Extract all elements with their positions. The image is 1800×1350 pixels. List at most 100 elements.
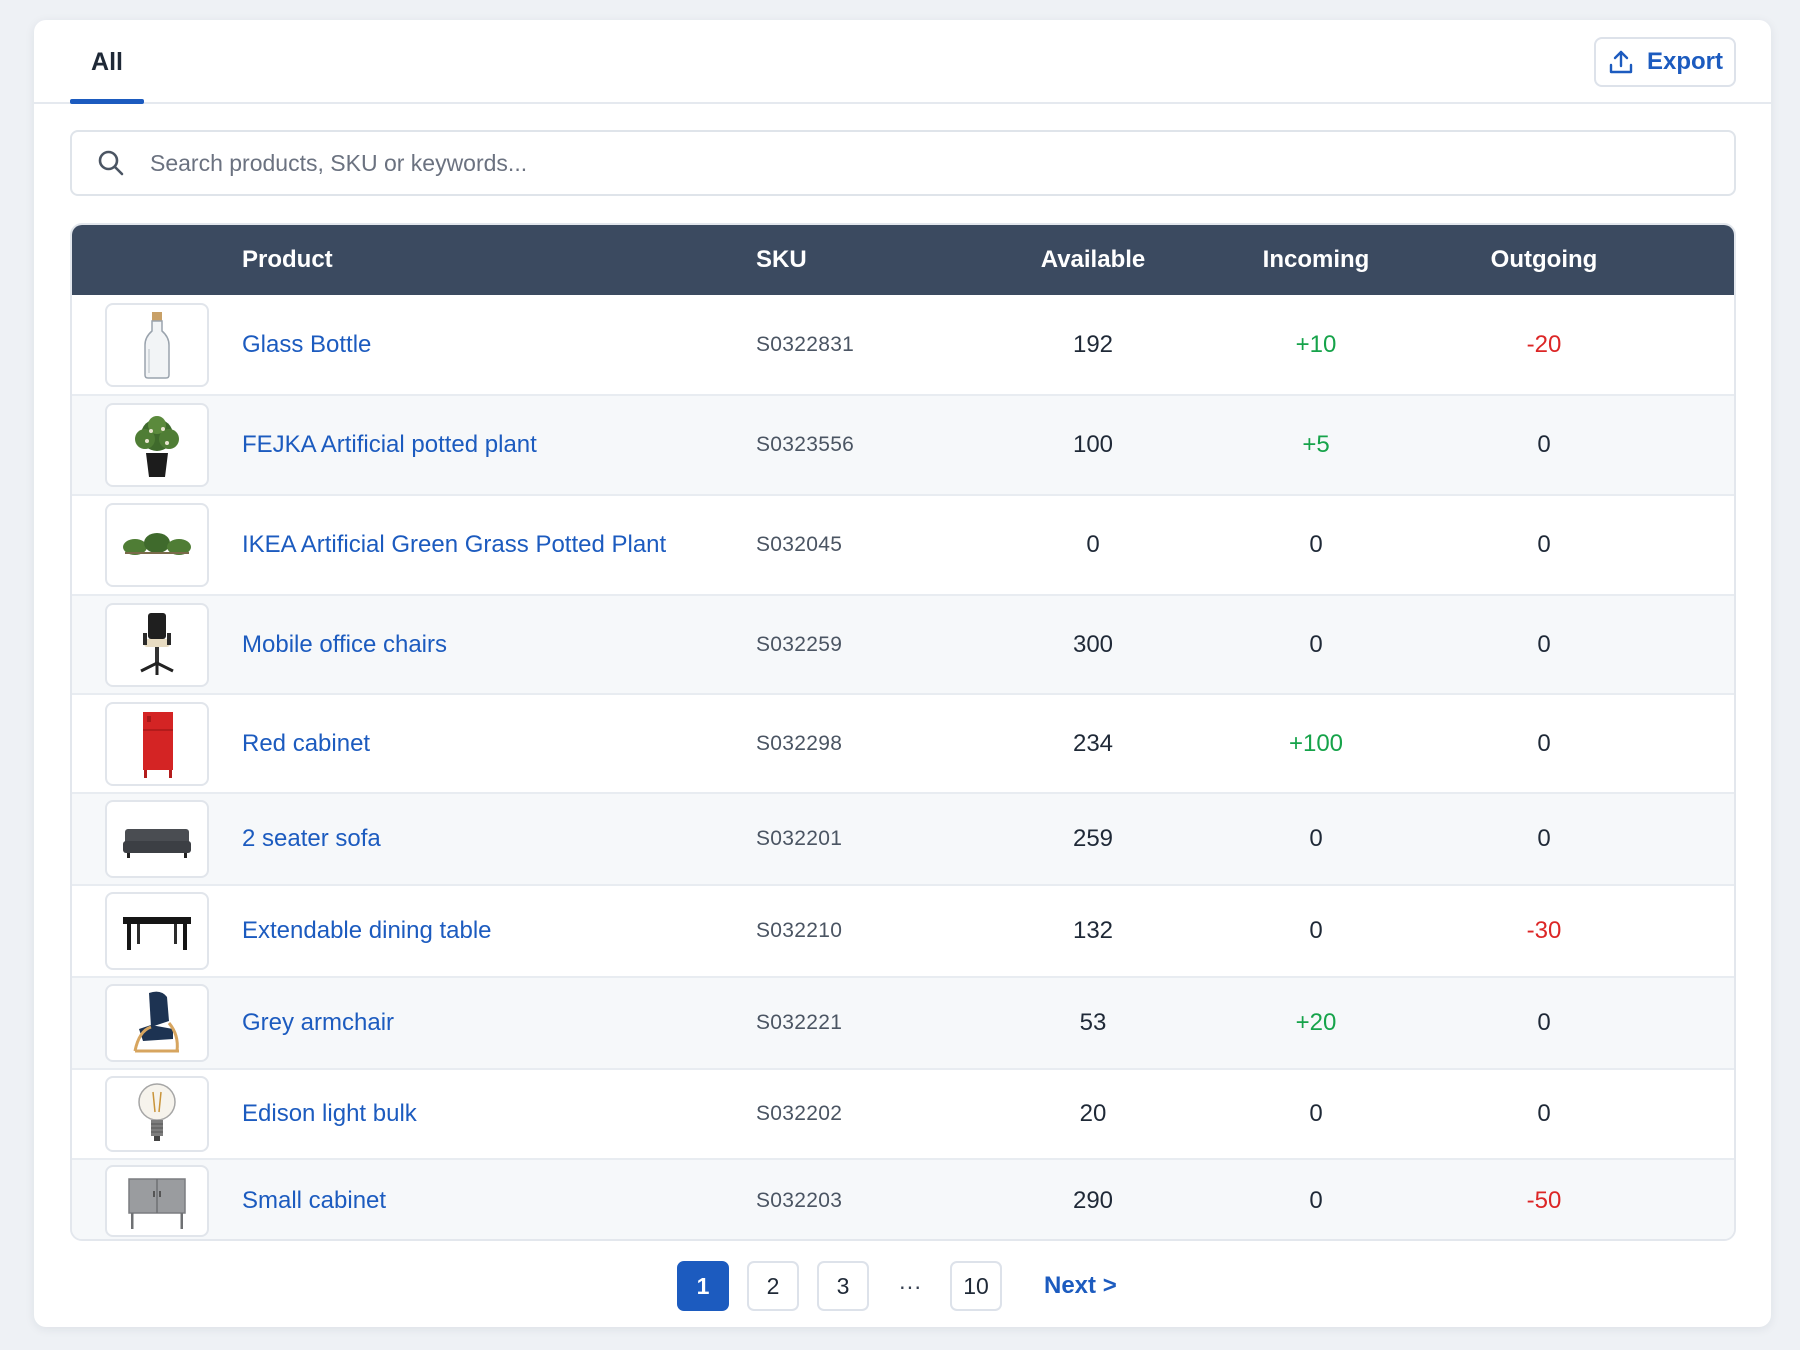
header-available[interactable]: Available	[1040, 246, 1146, 273]
product-thumbnail[interactable]	[105, 503, 209, 587]
product-name-link[interactable]: 2 seater sofa	[242, 825, 381, 852]
product-thumbnail[interactable]	[105, 1165, 209, 1237]
tab-all[interactable]: All	[91, 47, 123, 76]
table-row[interactable]: Extendable dining table S032210 132 0 -3…	[72, 884, 1734, 976]
table-row[interactable]: Small cabinet S032203 290 0 -50	[72, 1158, 1734, 1239]
page-button-1[interactable]: 1	[677, 1261, 729, 1311]
next-page-link[interactable]: Next >	[1044, 1272, 1117, 1299]
export-label: Export	[1646, 48, 1723, 75]
sku-value: S032203	[756, 1189, 843, 1212]
available-value: 300	[1072, 630, 1114, 658]
product-name-link[interactable]: Grey armchair	[242, 1009, 395, 1036]
incoming-value: +5	[1302, 431, 1330, 458]
product-thumbnail[interactable]	[105, 602, 209, 687]
sku-value: S0323556	[756, 433, 855, 456]
table-row[interactable]: Mobile office chairs S032259 300 0 0	[72, 594, 1734, 693]
page-button-10[interactable]: 10	[950, 1261, 1002, 1311]
sofa-icon	[123, 829, 191, 858]
pagination: 1 2 3 ··· 10 Next >	[34, 1258, 1771, 1314]
available-value: 20	[1079, 1100, 1107, 1127]
grass-plant-icon	[123, 533, 191, 555]
product-thumbnail[interactable]	[105, 800, 209, 878]
product-name-link[interactable]: Extendable dining table	[242, 917, 492, 944]
dining-table-icon	[123, 917, 191, 950]
available-value: 53	[1079, 1009, 1107, 1036]
search-icon	[98, 150, 124, 176]
armchair-icon	[133, 991, 179, 1053]
available-value: 132	[1072, 917, 1114, 944]
active-tab-indicator	[70, 99, 144, 104]
sku-value: S032221	[756, 1011, 843, 1034]
sku-value: S032045	[756, 533, 843, 556]
export-button[interactable]: Export	[1594, 37, 1736, 87]
outgoing-value: 0	[1537, 1100, 1551, 1127]
table-row[interactable]: FEJKA Artificial potted plant S0323556 1…	[72, 394, 1734, 494]
outgoing-value: 0	[1537, 825, 1551, 852]
product-thumbnail[interactable]	[105, 302, 209, 387]
header-incoming[interactable]: Incoming	[1262, 246, 1370, 273]
outgoing-value: 0	[1537, 431, 1551, 458]
available-value: 100	[1072, 431, 1114, 458]
available-value: 259	[1072, 825, 1114, 852]
available-value: 290	[1072, 1187, 1114, 1214]
upload-icon	[1609, 50, 1633, 74]
header-image-col	[72, 225, 242, 295]
incoming-value: 0	[1309, 531, 1323, 558]
table-row[interactable]: Glass Bottle S0322831 192 +10 -20	[72, 295, 1734, 394]
header-sku[interactable]: SKU	[756, 246, 807, 273]
glass-bottle-icon	[144, 311, 170, 379]
incoming-value: 0	[1309, 630, 1323, 658]
sku-value: S0322831	[756, 332, 855, 356]
tab-bar: All Export	[34, 20, 1771, 104]
search-bar[interactable]	[70, 130, 1736, 196]
page-button-3[interactable]: 3	[817, 1261, 869, 1311]
table-row[interactable]: IKEA Artificial Green Grass Potted Plant…	[72, 494, 1734, 594]
product-name-link[interactable]: Edison light bulk	[242, 1100, 417, 1127]
product-name-link[interactable]: Red cabinet	[242, 729, 371, 757]
page-button-2[interactable]: 2	[747, 1261, 799, 1311]
outgoing-value: 0	[1537, 1009, 1551, 1036]
sku-value: S032298	[756, 731, 843, 755]
sku-value: S032202	[756, 1102, 843, 1125]
product-name-link[interactable]: Small cabinet	[242, 1187, 387, 1214]
header-outgoing[interactable]: Outgoing	[1490, 246, 1598, 273]
product-name-link[interactable]: Glass Bottle	[242, 330, 372, 358]
available-value: 0	[1086, 531, 1100, 558]
header-product[interactable]: Product	[242, 246, 333, 273]
product-thumbnail[interactable]	[105, 701, 209, 786]
available-value: 192	[1072, 330, 1114, 358]
table-row[interactable]: Red cabinet S032298 234 +100 0	[72, 693, 1734, 792]
table-row[interactable]: 2 seater sofa S032201 259 0 0	[72, 792, 1734, 884]
outgoing-value: 0	[1537, 729, 1551, 757]
product-thumbnail[interactable]	[105, 1076, 209, 1152]
product-thumbnail[interactable]	[105, 892, 209, 970]
sku-value: S032259	[756, 632, 843, 656]
product-name-link[interactable]: IKEA Artificial Green Grass Potted Plant	[242, 531, 667, 558]
product-thumbnail[interactable]	[105, 403, 209, 487]
red-cabinet-icon	[143, 711, 173, 778]
incoming-value: 0	[1309, 1187, 1323, 1214]
light-bulb-icon	[138, 1083, 176, 1141]
product-name-link[interactable]: FEJKA Artificial potted plant	[242, 431, 537, 458]
incoming-value: +10	[1295, 330, 1337, 358]
office-chair-icon	[140, 612, 174, 675]
pagination-ellipsis: ···	[898, 1272, 922, 1299]
product-thumbnail[interactable]	[105, 984, 209, 1062]
incoming-value: +20	[1295, 1009, 1337, 1036]
table-row[interactable]: Edison light bulk S032202 20 0 0	[72, 1068, 1734, 1158]
outgoing-value: 0	[1537, 630, 1551, 658]
table-header: Product SKU Available Incoming Outgoing	[72, 225, 1734, 295]
search-input[interactable]	[150, 132, 1734, 194]
potted-plant-icon	[135, 416, 179, 477]
sku-value: S032201	[756, 827, 843, 850]
incoming-value: 0	[1309, 917, 1323, 944]
product-table: Product SKU Available Incoming Outgoing …	[70, 223, 1736, 1241]
product-name-link[interactable]: Mobile office chairs	[242, 630, 447, 658]
incoming-value: 0	[1309, 1100, 1323, 1127]
table-row[interactable]: Grey armchair S032221 53 +20 0	[72, 976, 1734, 1068]
incoming-value: 0	[1309, 825, 1323, 852]
sku-value: S032210	[756, 919, 843, 942]
incoming-value: +100	[1288, 729, 1344, 757]
small-cabinet-icon	[128, 1178, 186, 1229]
inventory-panel: All Export Product SKU Available Incomin…	[34, 20, 1771, 1327]
